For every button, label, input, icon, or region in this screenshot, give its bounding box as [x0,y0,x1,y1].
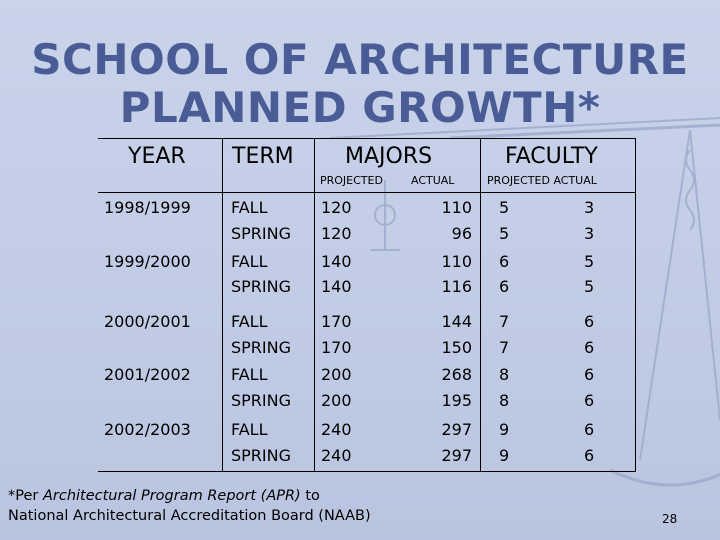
table-divider [635,138,636,471]
majors-actual-cell: 195 [441,391,472,410]
subheader-faculty: PROJECTED ACTUAL [487,174,597,187]
faculty-projected-cell: 5 [499,224,510,243]
table-header-rule [98,192,636,193]
faculty-projected-cell: 8 [499,365,510,384]
footnote: *Per Architectural Program Report (APR) … [8,486,371,526]
majors-actual-cell: 110 [441,252,472,271]
faculty-actual-cell: 6 [584,391,595,410]
faculty-actual-cell: 5 [584,252,595,271]
majors-projected-cell: 170 [321,312,352,331]
header-majors: MAJORS [345,144,433,169]
majors-projected-cell: 200 [321,391,352,410]
table-bottom-rule [98,471,636,472]
term-cell: SPRING [231,338,292,357]
title-line-2: PLANNED GROWTH* [119,83,601,132]
majors-projected-cell: 120 [321,224,352,243]
subheader-majors-actual: ACTUAL [411,174,455,187]
majors-projected-cell: 140 [321,277,352,296]
faculty-projected-cell: 6 [499,252,510,271]
page-title: SCHOOL OF ARCHITECTURE PLANNED GROWTH* [0,36,720,132]
majors-projected-cell: 240 [321,420,352,439]
table-top-rule [98,138,636,139]
title-line-1: SCHOOL OF ARCHITECTURE [31,35,689,84]
table-divider [314,138,315,471]
faculty-projected-cell: 7 [499,312,510,331]
majors-projected-cell: 120 [321,198,352,217]
year-cell: 1999/2000 [104,252,191,271]
faculty-actual-cell: 3 [584,224,595,243]
faculty-actual-cell: 6 [584,420,595,439]
table-divider [222,138,223,471]
term-cell: SPRING [231,224,292,243]
majors-actual-cell: 116 [441,277,472,296]
majors-actual-cell: 297 [441,446,472,465]
footnote-report: Architectural Program Report (APR) [42,488,301,504]
faculty-projected-cell: 5 [499,198,510,217]
majors-projected-cell: 170 [321,338,352,357]
header-faculty: FACULTY [505,144,598,169]
term-cell: FALL [231,365,268,384]
term-cell: FALL [231,312,268,331]
faculty-actual-cell: 6 [584,338,595,357]
footnote-suffix: to [300,488,320,504]
faculty-actual-cell: 3 [584,198,595,217]
faculty-actual-cell: 5 [584,277,595,296]
faculty-actual-cell: 6 [584,312,595,331]
year-cell: 2000/2001 [104,312,191,331]
faculty-projected-cell: 9 [499,420,510,439]
majors-actual-cell: 268 [441,365,472,384]
term-cell: SPRING [231,277,292,296]
term-cell: FALL [231,198,268,217]
term-cell: SPRING [231,391,292,410]
year-cell: 2001/2002 [104,365,191,384]
faculty-projected-cell: 7 [499,338,510,357]
majors-projected-cell: 200 [321,365,352,384]
subheader-majors-projected: PROJECTED [320,174,383,187]
faculty-actual-cell: 6 [584,365,595,384]
majors-projected-cell: 240 [321,446,352,465]
faculty-actual-cell: 6 [584,446,595,465]
header-term: TERM [232,144,294,169]
faculty-projected-cell: 8 [499,391,510,410]
faculty-projected-cell: 9 [499,446,510,465]
year-cell: 2002/2003 [104,420,191,439]
footnote-line-2: National Architectural Accreditation Boa… [8,508,371,524]
year-cell: 1998/1999 [104,198,191,217]
majors-actual-cell: 96 [451,224,472,243]
majors-projected-cell: 140 [321,252,352,271]
majors-actual-cell: 297 [441,420,472,439]
page-number: 28 [662,512,678,526]
footnote-prefix: *Per [8,488,43,504]
faculty-projected-cell: 6 [499,277,510,296]
majors-actual-cell: 144 [441,312,472,331]
term-cell: SPRING [231,446,292,465]
term-cell: FALL [231,252,268,271]
majors-actual-cell: 150 [441,338,472,357]
majors-actual-cell: 110 [441,198,472,217]
header-year: YEAR [128,144,186,169]
footnote-line-1: *Per Architectural Program Report (APR) … [8,486,371,506]
term-cell: FALL [231,420,268,439]
table-divider [480,138,481,471]
